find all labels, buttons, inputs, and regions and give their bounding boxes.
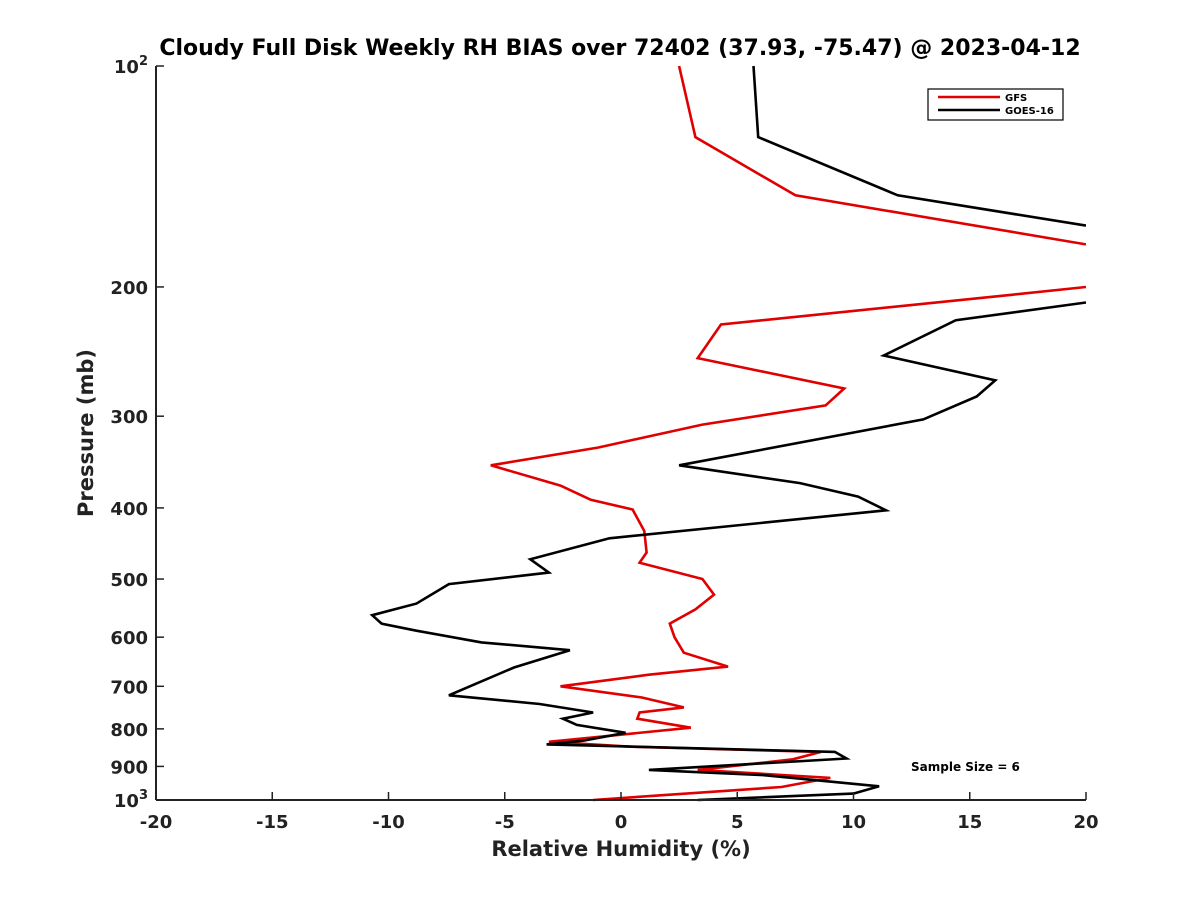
series-line-goes-16 [369,65,1086,802]
y-tick-label: 102 [114,54,148,78]
sample-size-annotation: Sample Size = 6 [911,760,1020,774]
x-axis-label: Relative Humidity (%) [491,837,750,861]
y-tick-label: 300 [110,407,148,428]
legend-gfs-label: GFS [1005,93,1027,104]
chart-title: Cloudy Full Disk Weekly RH BIAS over 724… [159,36,1080,61]
y-ticks: 102 200 300 400 500 600 700 800 900 103 [110,54,164,812]
x-tick-label: -15 [256,812,289,833]
legend: GFS GOES-16 [927,88,1064,121]
x-tick-label: -10 [372,812,405,833]
series-layer [369,65,1086,802]
y-tick-label: 400 [110,499,148,520]
x-tick-label: 20 [1073,812,1098,833]
y-axis-label: Pressure (mb) [74,349,98,517]
x-tick-label: -20 [140,812,173,833]
y-tick-label: 103 [114,788,148,812]
y-tick-label: 200 [110,278,148,299]
y-tick-label: 600 [110,628,148,649]
x-tick-label: -5 [495,812,515,833]
legend-goes-label: GOES-16 [1005,106,1054,117]
x-tick-label: 10 [841,812,866,833]
x-tick-label: 5 [731,812,744,833]
y-tick-label: 500 [110,570,148,591]
x-tick-label: 15 [957,812,982,833]
y-tick-label: 900 [110,757,148,778]
x-tick-label: 0 [615,812,628,833]
y-tick-label: 800 [110,720,148,741]
x-ticks: -20 -15 -10 -5 0 5 10 15 20 [140,792,1099,833]
y-tick-label: 700 [110,677,148,698]
plot-background [156,66,1086,800]
legend-box [927,88,1064,121]
